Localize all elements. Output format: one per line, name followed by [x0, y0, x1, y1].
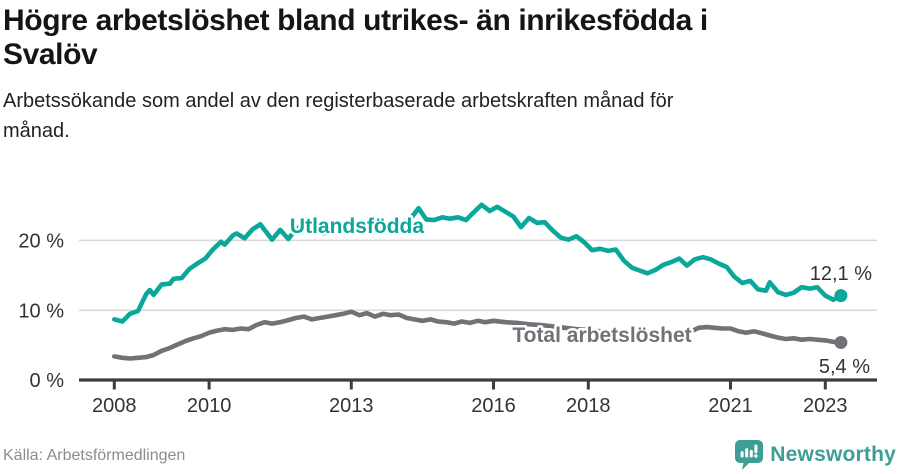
y-tick-label: 0 %: [30, 370, 65, 392]
series-endpoint-total-arbetsloshet: [834, 336, 848, 349]
x-tick-label: 2018: [566, 395, 611, 417]
x-tick-label: 2013: [329, 395, 374, 417]
series-line-utlandsfodda: [112, 202, 844, 324]
header: Högre arbetslöshet bland utrikes- än inr…: [0, 0, 897, 146]
y-gridlines: [79, 239, 877, 312]
x-axis-ticks: 2008 2010 2013 2016 2018 2021 2023: [92, 381, 848, 417]
line-chart: 0 % 10 % 20 % 2008 2010 2013 2016 2018 2021 2023…: [18, 202, 877, 417]
series-label-utlandsfodda: Utlandsfödda: [290, 215, 424, 238]
chart-subtitle: Arbetssökande som andel av den registerb…: [3, 90, 674, 142]
x-tick-label: 2023: [803, 395, 848, 417]
end-value-total-arbetsloshet: 5,4 %: [819, 356, 870, 378]
end-value-utlandsfodda: 12,1 %: [810, 263, 872, 285]
series-line-total-arbetsloshet: [112, 309, 844, 361]
y-axis-labels: 0 % 10 % 20 %: [18, 230, 64, 392]
x-tick-label: 2016: [471, 395, 516, 417]
newsworthy-logo: Newsworthy: [735, 440, 896, 470]
y-tick-label: 20 %: [18, 230, 64, 252]
x-tick-label: 2008: [92, 395, 137, 417]
series-endpoint-utlandsfodda: [834, 289, 848, 303]
newsworthy-bubble-chart-icon: [735, 440, 764, 470]
source-note: Källa: Arbetsförmedlingen: [3, 447, 186, 464]
x-tick-label: 2021: [708, 395, 753, 417]
y-tick-label: 10 %: [18, 300, 64, 322]
newsworthy-wordmark: Newsworthy: [770, 443, 896, 466]
series-label-total-arbetsloshet: Total arbetslöshet: [512, 324, 691, 347]
x-tick-label: 2010: [187, 395, 232, 417]
chart-title: Högre arbetslöshet bland utrikes- än inr…: [3, 4, 708, 71]
